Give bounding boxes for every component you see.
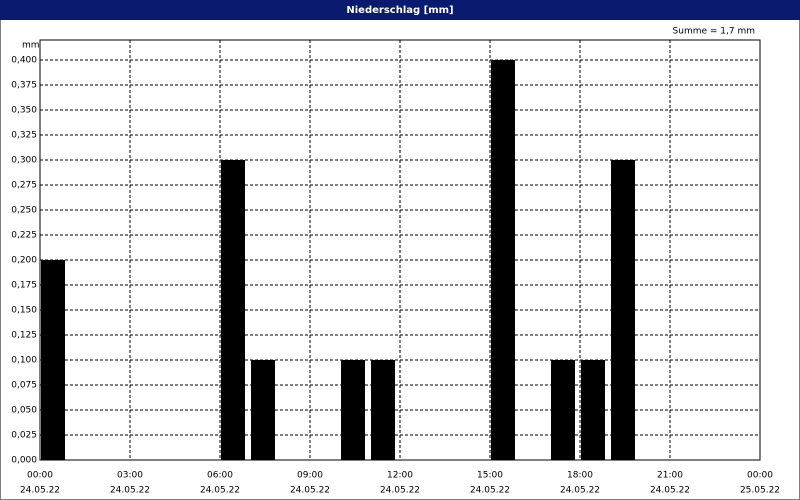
y-tick-label: 0,375	[11, 81, 37, 91]
x-tick-label: 15:00	[477, 471, 503, 481]
x-tick-label: 03:00	[117, 471, 143, 481]
x-tick-date: 24.05.22	[470, 486, 510, 496]
bar	[581, 360, 605, 460]
y-tick-label: 0,050	[11, 406, 37, 416]
x-tick-label: 21:00	[657, 471, 683, 481]
y-unit: mm	[22, 41, 40, 51]
bar	[251, 360, 275, 460]
x-tick-date: 24.05.22	[380, 486, 420, 496]
y-tick-label: 0,100	[11, 356, 37, 366]
y-tick-label: 0,250	[11, 206, 37, 216]
x-tick-date: 24.05.22	[200, 486, 240, 496]
bar	[371, 360, 395, 460]
x-tick-label: 09:00	[297, 471, 323, 481]
plot-frame	[39, 39, 761, 461]
title-bar	[0, 0, 800, 20]
y-tick-label: 0,175	[11, 281, 37, 291]
y-tick-label: 0,150	[11, 306, 37, 316]
x-tick-label: 00:00	[747, 471, 773, 481]
bar	[551, 360, 575, 460]
y-tick-label: 0,075	[11, 381, 37, 391]
y-tick-label: 0,025	[11, 431, 37, 441]
y-tick-label: 0,300	[11, 156, 37, 166]
x-tick-label: 00:00	[27, 471, 53, 481]
y-tick-label: 0,000	[11, 456, 37, 466]
y-tick-label: 0,350	[11, 106, 37, 116]
bar	[221, 160, 245, 460]
bar	[41, 260, 65, 460]
annotation: Summe = 1,7 mm	[673, 27, 755, 37]
bar	[491, 60, 515, 460]
bar	[341, 360, 365, 460]
x-tick-label: 18:00	[567, 471, 593, 481]
bar	[611, 160, 635, 460]
y-tick-label: 0,400	[11, 56, 37, 66]
x-tick-date: 24.05.22	[650, 486, 690, 496]
x-tick-date: 24.05.22	[290, 486, 330, 496]
x-tick-date: 24.05.22	[560, 486, 600, 496]
x-tick-date: 24.05.22	[110, 486, 150, 496]
y-tick-label: 0,225	[11, 231, 37, 241]
y-tick-label: 0,325	[11, 131, 37, 141]
x-tick-date: 24.05.22	[20, 486, 60, 496]
x-tick-date: 25.05.22	[740, 486, 780, 496]
x-tick-label: 06:00	[207, 471, 233, 481]
y-tick-label: 0,275	[11, 181, 37, 191]
y-tick-label: 0,125	[11, 331, 37, 341]
chart-title: Niederschlag [mm]	[346, 5, 453, 16]
y-tick-label: 0,200	[11, 256, 37, 266]
x-tick-label: 12:00	[387, 471, 413, 481]
